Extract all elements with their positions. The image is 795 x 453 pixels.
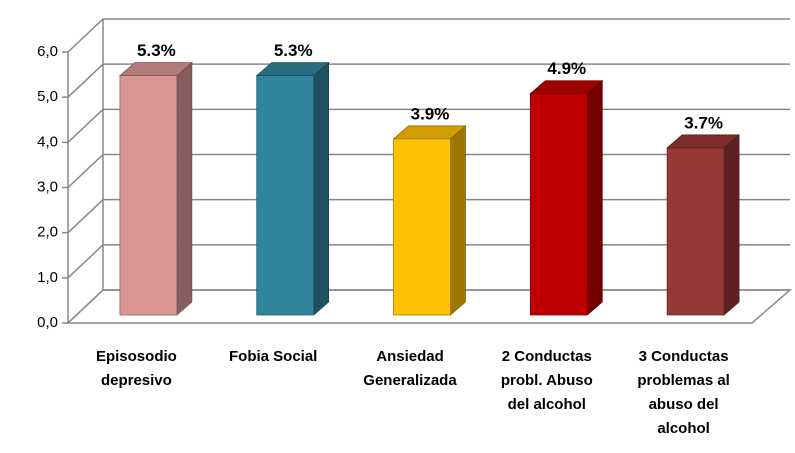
value-label: 3.7%: [684, 113, 723, 132]
x-tick-label: 2 Conductas probl. Abuso del alcohol: [500, 348, 593, 413]
x-tick-label: Episosodio depresivo: [95, 348, 177, 389]
bar-side: [450, 125, 466, 316]
bar: [393, 138, 451, 316]
x-tick-label: Fobia Social: [229, 348, 318, 365]
y-tick-label: 0,0: [37, 314, 58, 331]
bar: [666, 147, 725, 316]
bar-side: [723, 134, 740, 316]
y-tick-label: 2,0: [37, 224, 58, 241]
value-label: 5.3%: [274, 41, 313, 60]
y-tick-label: 4,0: [37, 133, 58, 150]
bar-side: [176, 61, 193, 316]
bar: [256, 75, 315, 316]
y-tick-label: 5,0: [37, 88, 58, 105]
bar: [119, 75, 178, 316]
value-label: 4.9%: [547, 59, 586, 78]
x-tick-label: 3 Conductas problemas al abuso del alcoh…: [637, 348, 730, 437]
y-tick-label: 3,0: [37, 178, 58, 195]
y-tick-label: 6,0: [37, 43, 58, 60]
bar: [529, 93, 588, 316]
value-label: 5.3%: [137, 41, 176, 60]
grid-line: [67, 18, 790, 53]
grid-line: [67, 63, 790, 98]
value-label: 3.9%: [411, 104, 450, 123]
bar-side: [586, 79, 603, 316]
bar-side: [313, 61, 330, 316]
x-tick-label: Ansiedad Generalizada: [363, 348, 457, 389]
y-tick-label: 1,0: [37, 269, 58, 286]
